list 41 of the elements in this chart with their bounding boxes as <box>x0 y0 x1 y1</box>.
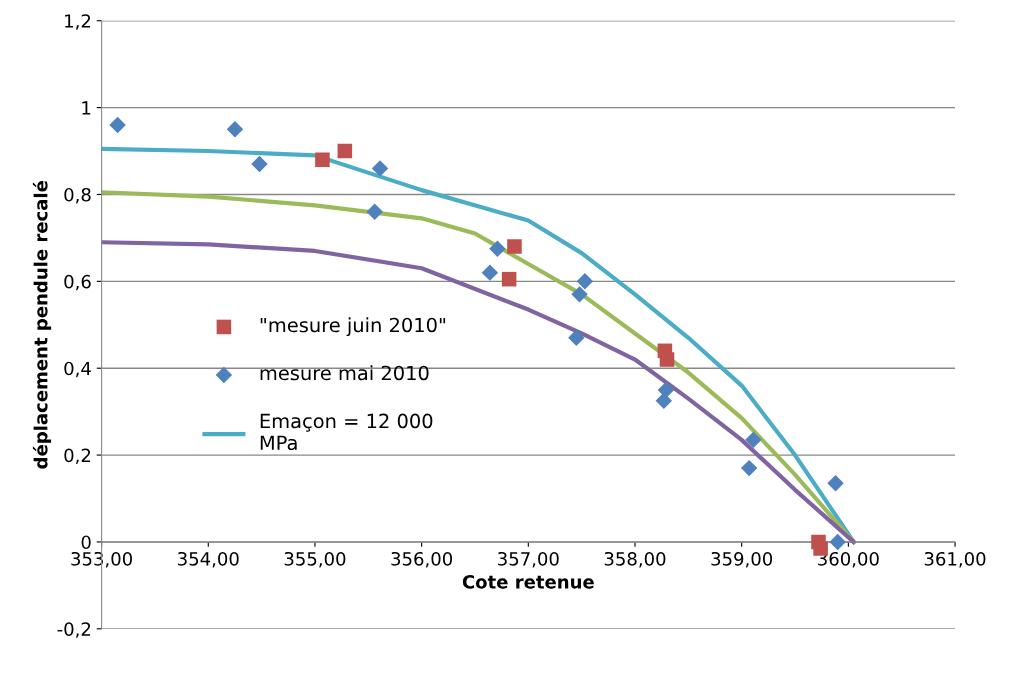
point <box>489 240 506 257</box>
point <box>571 286 588 303</box>
point <box>568 329 585 347</box>
x-tick-label: 359,00 <box>711 551 773 568</box>
y-axis-title: déplacement pendule recalé <box>32 181 52 469</box>
x-tick-label: 361,00 <box>924 551 986 568</box>
x-tick-label: 354,00 <box>178 551 239 568</box>
point <box>501 271 517 287</box>
y-tick-label: 1 <box>82 101 91 115</box>
y-tick-label: 0,4 <box>64 361 91 378</box>
point <box>481 264 499 281</box>
point <box>659 352 675 367</box>
point <box>315 152 330 167</box>
point <box>827 475 844 492</box>
point <box>371 160 389 177</box>
point <box>740 459 758 477</box>
point <box>109 116 126 134</box>
point <box>829 533 846 551</box>
point <box>507 239 522 254</box>
y-tick-label: 0 <box>81 535 91 550</box>
x-tick-label: 356,00 <box>391 551 453 568</box>
y-tick-label: -0,2 <box>57 622 91 638</box>
x-tick-label: 353,00 <box>71 551 132 568</box>
point <box>366 203 383 221</box>
point <box>226 121 244 138</box>
legend-label: mesure mai 2010 <box>260 365 429 381</box>
point <box>745 431 762 449</box>
legend-label: Emaçon = 12 000 MPa <box>260 413 433 451</box>
x-tick-label: 355,00 <box>284 551 346 568</box>
y-tick-label: 0,8 <box>64 187 91 204</box>
y-tick-label: 0,6 <box>64 274 91 291</box>
y-tick-label: 1,2 <box>65 14 91 30</box>
x-tick-label: 357,00 <box>498 551 559 568</box>
x-axis-title: Cote retenue <box>462 575 594 589</box>
point <box>251 155 268 173</box>
point <box>337 143 353 159</box>
y-tick-label: 0,2 <box>64 448 91 465</box>
point <box>655 392 673 409</box>
legend-label: "mesure juin 2010" <box>260 317 446 337</box>
point <box>576 273 594 290</box>
x-tick-label: 358,00 <box>604 551 666 568</box>
